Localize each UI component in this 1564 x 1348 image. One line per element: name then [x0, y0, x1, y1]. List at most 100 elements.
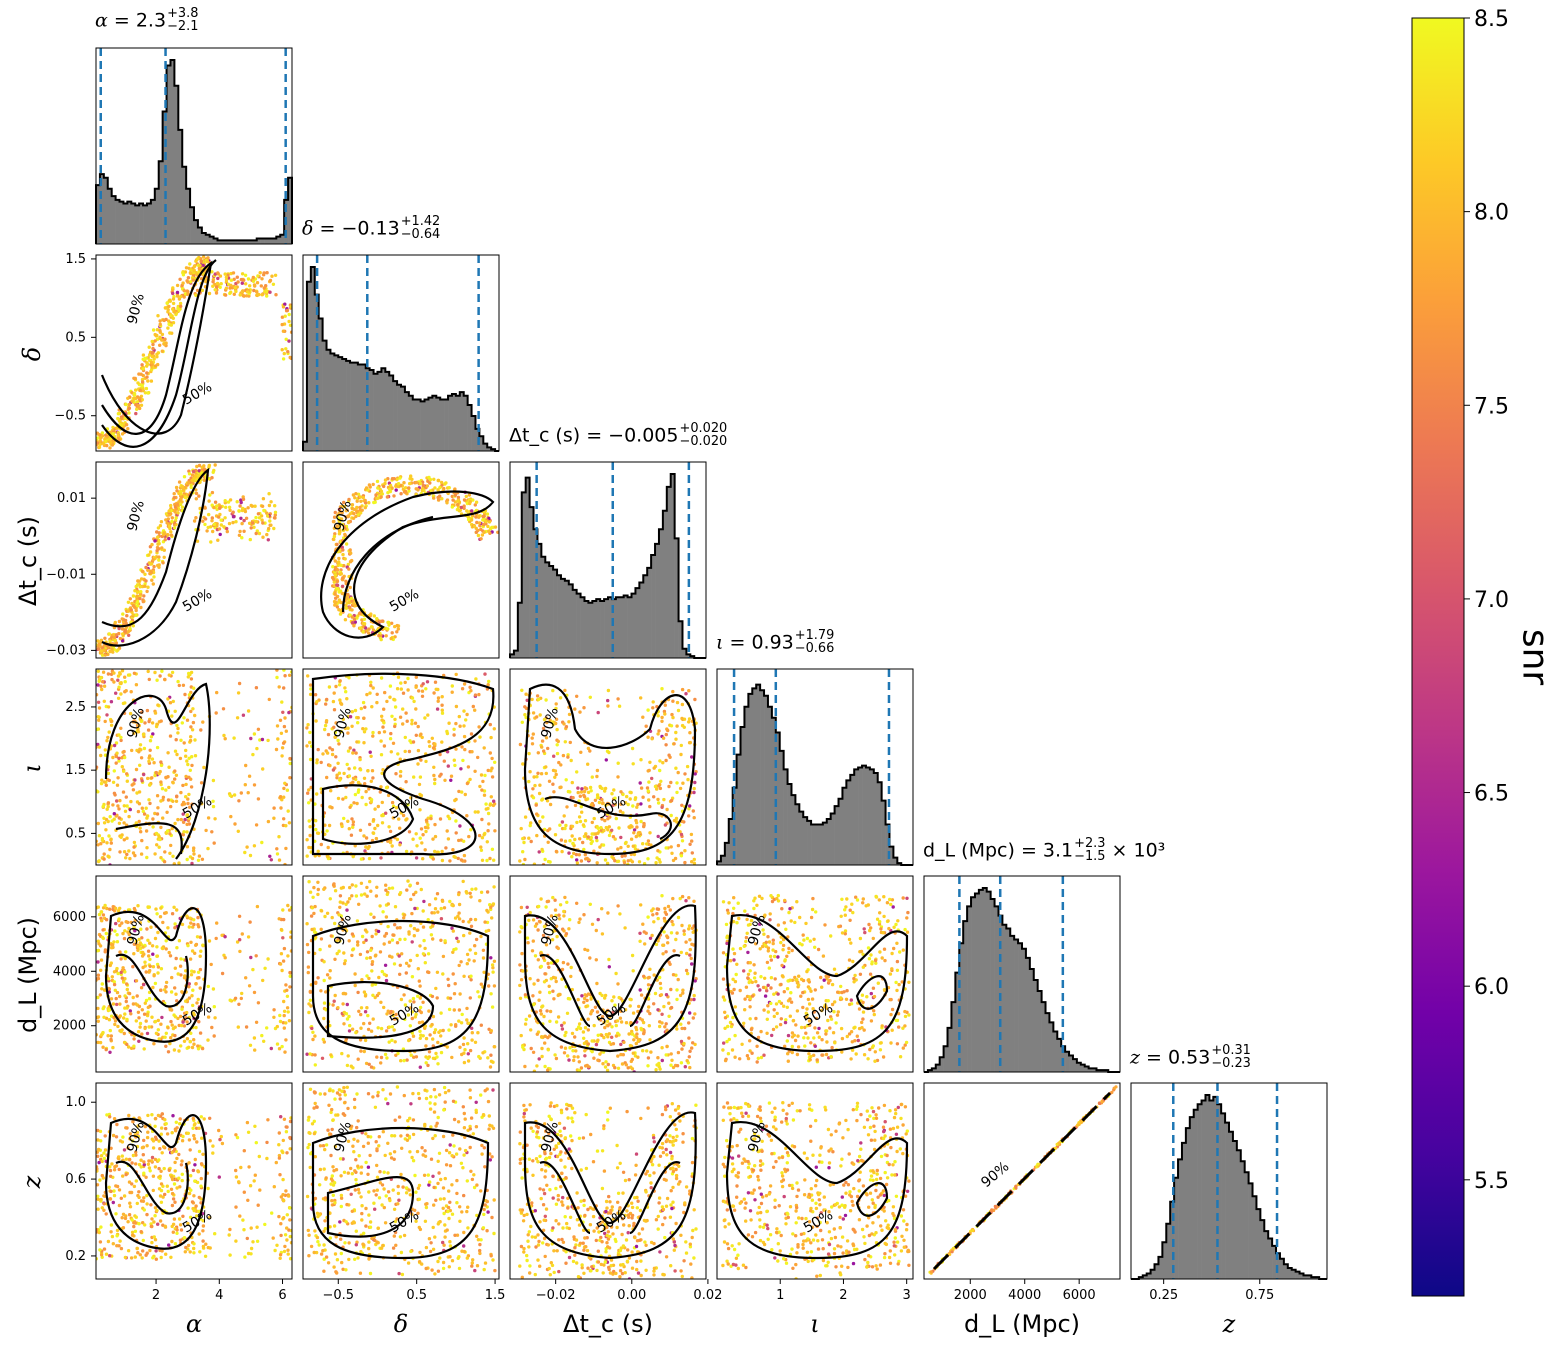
- scatter-point: [192, 686, 196, 690]
- scatter-point: [421, 833, 425, 837]
- scatter-point: [112, 817, 116, 821]
- hist-bar: [881, 800, 886, 865]
- scatter-point: [639, 819, 643, 824]
- scatter-point: [112, 940, 116, 944]
- scatter-point: [132, 1044, 136, 1048]
- scatter-point: [389, 636, 393, 641]
- scatter-point: [357, 1009, 361, 1013]
- scatter-point: [614, 816, 618, 821]
- scatter-point: [242, 294, 246, 298]
- scatter-point: [445, 1045, 449, 1049]
- scatter-point: [395, 926, 400, 930]
- scatter-point: [580, 787, 584, 791]
- scatter-point: [164, 947, 168, 951]
- scatter-point: [358, 495, 363, 499]
- scatter-point: [370, 769, 375, 773]
- scatter-point: [284, 1021, 288, 1025]
- scatter-point: [476, 810, 480, 814]
- scatter-point: [159, 520, 164, 524]
- scatter-point: [326, 845, 330, 850]
- scatter-point: [330, 752, 335, 757]
- scatter-point: [120, 921, 124, 925]
- scatter-point: [420, 694, 425, 698]
- scatter-point: [99, 1033, 104, 1037]
- scatter-point: [488, 751, 492, 755]
- scatter-point: [486, 768, 490, 773]
- scatter-point: [621, 811, 625, 815]
- scatter-point: [446, 764, 450, 768]
- scatter-point: [567, 720, 571, 724]
- scatter-point: [443, 778, 447, 782]
- scatter-point: [180, 721, 184, 725]
- scatter-point: [138, 596, 142, 601]
- scatter-point: [173, 709, 177, 713]
- scatter-point: [688, 804, 692, 808]
- hist-bar: [115, 199, 120, 244]
- scatter-point: [375, 700, 379, 705]
- hist-bar: [1244, 1172, 1249, 1279]
- scatter-point: [478, 735, 482, 739]
- scatter-point: [191, 278, 195, 282]
- scatter-point: [134, 1019, 138, 1023]
- scatter-point: [102, 780, 107, 784]
- scatter-point: [144, 829, 149, 833]
- scatter-point: [122, 769, 126, 773]
- scatter-point: [327, 685, 332, 689]
- scatter-point: [138, 585, 142, 589]
- scatter-point: [379, 489, 384, 493]
- scatter-point: [352, 511, 356, 516]
- hist-bar: [186, 188, 191, 244]
- scatter-point: [524, 715, 528, 720]
- scatter-point: [629, 858, 633, 862]
- scatter-point: [451, 929, 455, 933]
- scatter-point: [341, 548, 345, 552]
- scatter-point: [243, 509, 248, 514]
- scatter-point: [184, 748, 188, 753]
- scatter-point: [681, 781, 685, 785]
- scatter-point: [279, 927, 284, 932]
- scatter-point: [468, 685, 472, 689]
- scatter-point: [431, 1037, 435, 1041]
- scatter-point: [371, 734, 375, 738]
- hist-bar: [513, 650, 519, 658]
- scatter-point: [431, 837, 435, 841]
- scatter-point: [116, 674, 121, 678]
- hist-bar: [720, 855, 726, 865]
- scatter-point: [98, 642, 102, 646]
- scatter-point: [603, 786, 608, 791]
- scatter-point: [173, 769, 177, 773]
- scatter-point: [138, 388, 143, 392]
- scatter-point: [660, 719, 664, 723]
- scatter-point: [282, 817, 286, 821]
- scatter-point: [569, 758, 573, 763]
- scatter-point: [97, 718, 101, 722]
- scatter-point: [610, 828, 614, 832]
- scatter-point: [136, 948, 140, 952]
- scatter-point: [462, 734, 467, 739]
- scatter-point: [675, 790, 679, 795]
- scatter-point: [272, 816, 276, 820]
- scatter-point: [164, 1044, 168, 1049]
- scatter-point: [285, 308, 290, 313]
- scatter-point: [350, 503, 355, 507]
- scatter-point: [400, 952, 404, 956]
- scatter-point: [330, 748, 335, 752]
- scatter-point: [419, 887, 423, 892]
- scatter-point: [554, 706, 558, 711]
- scatter-point: [522, 840, 526, 845]
- scatter-point: [343, 533, 348, 538]
- scatter-point: [196, 1047, 201, 1051]
- scatter-point: [654, 861, 658, 865]
- hist-bar: [604, 599, 609, 658]
- scatter-point: [171, 307, 175, 311]
- scatter-point: [309, 687, 313, 691]
- scatter-point: [197, 494, 201, 498]
- scatter-point: [413, 1015, 417, 1019]
- scatter-point: [132, 952, 136, 956]
- scatter-point: [261, 767, 265, 771]
- hist-bar: [361, 364, 367, 451]
- scatter-point: [582, 847, 586, 852]
- scatter-point: [595, 861, 599, 865]
- scatter-point: [134, 821, 138, 825]
